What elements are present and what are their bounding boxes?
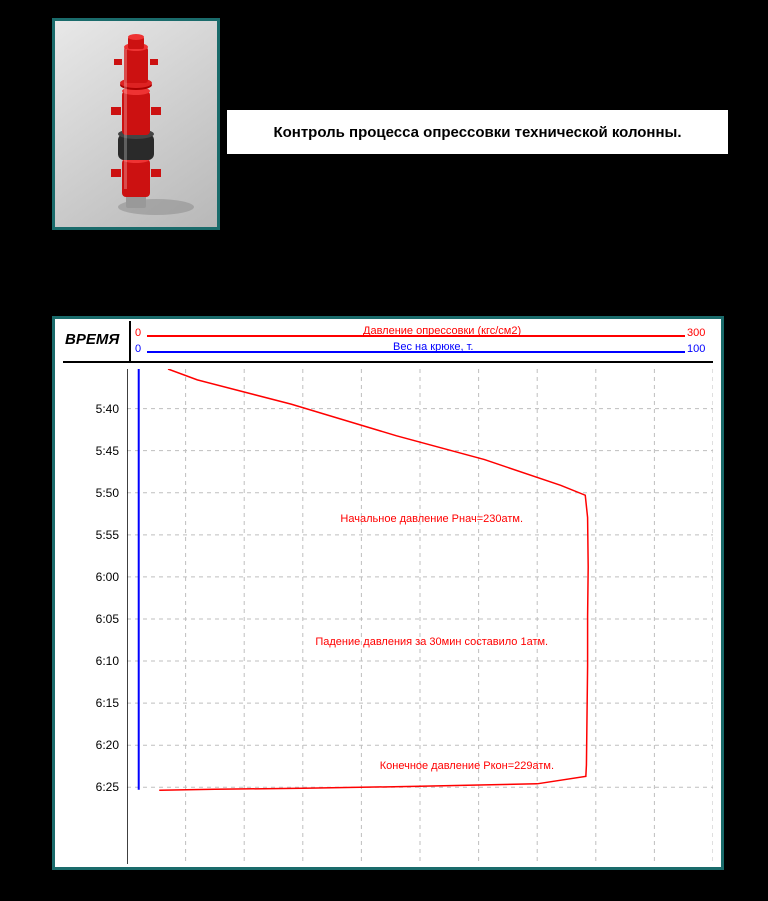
legend-s1-label: Давление опрессовки (кгс/см2) bbox=[363, 325, 521, 337]
y-tick-label: 6:00 bbox=[63, 570, 119, 584]
y-tick-label: 5:40 bbox=[63, 402, 119, 416]
chart-svg bbox=[127, 369, 713, 864]
chart-annotation: Падение давления за 30мин составило 1атм… bbox=[315, 636, 548, 648]
legend-s2-min: 0 bbox=[135, 343, 141, 355]
legend-separator bbox=[63, 361, 713, 363]
chart-frame: ВРЕМЯ 0 Давление опрессовки (кгс/см2) 30… bbox=[52, 316, 724, 870]
legend-s2-max: 100 bbox=[687, 343, 705, 355]
y-tick-label: 6:05 bbox=[63, 612, 119, 626]
legend-vsep bbox=[129, 321, 131, 361]
page-title: Контроль процесса опрессовки технической… bbox=[273, 124, 681, 141]
legend-s2-label: Вес на крюке, т. bbox=[393, 341, 473, 353]
chart-annotation: Начальное давление Рнач=230атм. bbox=[340, 513, 523, 525]
title-bar: Контроль процесса опрессовки технической… bbox=[225, 108, 730, 156]
y-tick-label: 6:10 bbox=[63, 654, 119, 668]
legend-s1-max: 300 bbox=[687, 327, 705, 339]
chart-annotation: Конечное давление Ркон=229атм. bbox=[380, 760, 554, 772]
y-tick-label: 5:45 bbox=[63, 444, 119, 458]
plot-area: 5:40 5:45 5:50 5:55 6:00 6:05 6:10 6:15 6:20 6:25… bbox=[63, 369, 713, 864]
equipment-icon-frame bbox=[52, 18, 220, 230]
time-axis-label: ВРЕМЯ bbox=[65, 331, 119, 348]
legend-s1-min: 0 bbox=[135, 327, 141, 339]
chart-legend: ВРЕМЯ 0 Давление опрессовки (кгс/см2) 30… bbox=[63, 325, 713, 367]
chart-inner: ВРЕМЯ 0 Давление опрессовки (кгс/см2) 30… bbox=[55, 319, 721, 867]
y-tick-label: 5:55 bbox=[63, 528, 119, 542]
y-tick-label: 6:25 bbox=[63, 780, 119, 794]
blowout-preventer-icon bbox=[66, 29, 206, 219]
y-tick-label: 6:20 bbox=[63, 738, 119, 752]
y-tick-label: 6:15 bbox=[63, 696, 119, 710]
y-tick-label: 5:50 bbox=[63, 486, 119, 500]
